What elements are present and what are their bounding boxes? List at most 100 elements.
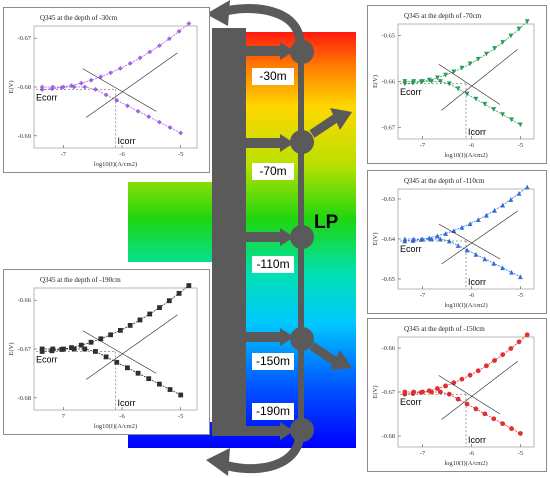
depth-label-110: -110m: [252, 256, 294, 273]
y-tick-label: -0.68: [17, 84, 31, 91]
node-150: [290, 327, 314, 351]
cathodic-marker: [167, 387, 173, 392]
arrow-150-shaft: [246, 332, 282, 342]
x-tick-label: -6: [469, 142, 475, 149]
diag-arrow-70-shaft: [309, 114, 339, 138]
cathodic-curve: [404, 391, 521, 434]
node-30: [290, 40, 314, 64]
ecorr-label: Ecorr: [36, 354, 58, 364]
anodic-tangent: [441, 210, 518, 265]
x-tick-label: -7: [420, 142, 426, 149]
anodic-marker: [137, 317, 143, 323]
anodic-marker: [426, 77, 432, 83]
cathodic-curve: [404, 238, 521, 278]
cathodic-marker: [464, 401, 470, 407]
plot-series: [402, 332, 530, 436]
anodic-marker: [492, 358, 497, 363]
cathodic-marker: [491, 416, 497, 422]
x-tick-label: -6: [119, 413, 125, 420]
plot-svg: Q345 at the depth of -190cm -0.66 -0.67 -0.…: [8, 276, 198, 430]
anodic-marker: [500, 352, 506, 358]
cathodic-marker: [146, 114, 152, 120]
anodic-marker: [88, 77, 94, 83]
arrow-110-head: [280, 228, 294, 246]
x-axis-label: log10(I)(A/cm2): [444, 302, 487, 309]
cathodic-marker: [135, 108, 141, 114]
cathodic-marker: [114, 359, 120, 365]
anodic-marker: [484, 51, 489, 57]
icorr-label: Icorr: [468, 277, 486, 287]
cathodic-marker: [39, 84, 45, 90]
anodic-marker: [127, 323, 133, 328]
cathodic-marker: [500, 112, 506, 117]
anodic-marker: [176, 290, 182, 296]
anodic-marker: [467, 372, 473, 378]
anodic-marker: [435, 386, 440, 391]
anodic-marker: [508, 197, 514, 202]
y-tick-label: -0.69: [17, 133, 31, 140]
x-axis-label: log10(I)(A/cm2): [94, 423, 137, 430]
cathodic-marker: [93, 87, 98, 92]
cathodic-marker: [103, 354, 109, 360]
anodic-marker: [98, 336, 104, 342]
cathodic-tangent: [438, 63, 501, 105]
curved-arrow-top-head: [206, 0, 230, 26]
cathodic-marker: [135, 370, 141, 376]
anodic-marker: [492, 46, 497, 51]
icorr-label: Icorr: [468, 435, 486, 445]
cathodic-marker: [178, 392, 184, 398]
ecorr-label: Ecorr: [400, 244, 422, 254]
anodic-marker: [176, 28, 182, 34]
anodic-curve: [404, 186, 528, 242]
cathodic-marker: [455, 396, 461, 402]
cathodic-marker: [500, 421, 506, 427]
y-axis-label: E(V): [8, 81, 15, 94]
cathodic-marker: [437, 389, 443, 395]
cathodic-marker: [464, 247, 470, 253]
arrow-30-shaft: [246, 46, 282, 56]
y-axis-label: E(V): [372, 386, 379, 399]
x-tick-label: -5: [518, 292, 523, 299]
anodic-marker: [147, 311, 153, 317]
plot-title: Q345 at the depth of -190cm: [40, 276, 121, 284]
depth-label-70: -70m: [252, 163, 294, 180]
cathodic-marker: [509, 269, 514, 275]
anodic-marker: [39, 349, 45, 354]
anodic-marker: [516, 339, 522, 345]
cathodic-marker: [500, 265, 506, 271]
cathodic-marker: [114, 97, 120, 103]
arrow-150-head: [280, 328, 294, 346]
anodic-marker: [459, 65, 465, 71]
cathodic-marker: [491, 107, 497, 112]
anodic-marker: [500, 40, 506, 45]
anodic-tangent: [441, 49, 518, 111]
ecorr-label: Ecorr: [400, 397, 422, 407]
cathodic-marker: [411, 389, 417, 395]
plot-title: Q345 at the depth of -70cm: [404, 12, 482, 20]
y-tick-label: -0.63: [381, 196, 395, 203]
cathodic-marker: [437, 236, 443, 242]
anodic-marker: [69, 345, 74, 350]
y-tick-label: -0.67: [17, 346, 31, 353]
anodic-marker: [78, 80, 84, 86]
cathodic-marker: [429, 236, 434, 242]
y-tick-label: -0.66: [17, 297, 31, 304]
arrow-70-head: [280, 134, 294, 152]
x-tick-label: -5: [518, 450, 523, 457]
plot-svg: Q345 at the depth of -30cm -0.67 -0.68 -0.6…: [8, 14, 198, 168]
anodic-marker: [524, 184, 530, 190]
cathodic-marker: [156, 119, 162, 125]
plot-svg: Q345 at the depth of -110cm -0.63 -0.64 -0.…: [372, 177, 535, 309]
anodic-curve: [42, 23, 190, 90]
y-axis-label: E(V): [372, 75, 379, 88]
arrow-70-shaft: [246, 138, 282, 148]
y-tick-label: -0.67: [17, 35, 31, 42]
x-tick-label: -7: [61, 151, 67, 158]
y-tick-label: -0.65: [381, 33, 395, 40]
anodic-marker: [117, 65, 123, 71]
x-tick-label: -6: [119, 151, 125, 158]
anodic-marker: [524, 332, 530, 338]
anodic-curve: [404, 334, 528, 395]
cathodic-marker: [71, 346, 77, 352]
anodic-marker: [117, 327, 123, 333]
